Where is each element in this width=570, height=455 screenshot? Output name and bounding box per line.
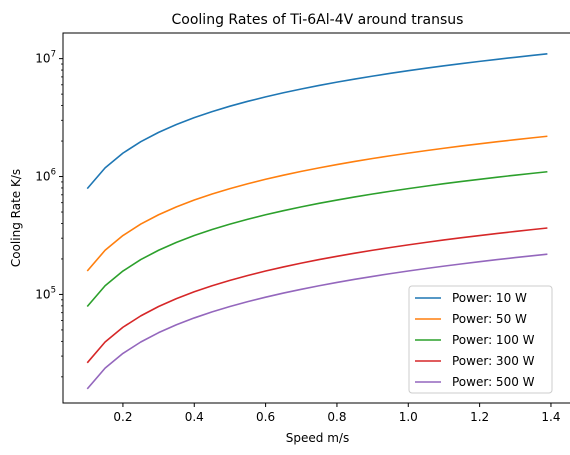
plot-area (62, 32, 570, 404)
x-tick-label: 1.0 (399, 410, 418, 424)
x-axis: 0.2 0.4 0.6 0.8 1.0 1.2 1.4 (113, 403, 561, 424)
y-tick-exponent: 7 (51, 50, 56, 60)
x-tick-label: 0.4 (185, 410, 204, 424)
x-tick-label: 0.8 (327, 410, 346, 424)
y-tick-exponent: 5 (51, 285, 56, 295)
y-tick-base: 10 (35, 287, 50, 301)
x-tick-label: 1.2 (470, 410, 489, 424)
legend-label: Power: 300 W (452, 354, 535, 368)
y-tick-label: 106 (35, 168, 56, 184)
y-tick-label: 105 (35, 285, 56, 301)
x-tick-label: 0.6 (256, 410, 275, 424)
legend-label: Power: 10 W (452, 291, 527, 305)
legend-box (408, 285, 553, 394)
y-tick-base: 10 (35, 52, 50, 66)
y-tick-base: 10 (35, 170, 50, 184)
plot-frame (62, 32, 570, 404)
legend: Power: 10 W Power: 50 W Power: 100 W Power:… (408, 285, 553, 394)
legend-label: Power: 100 W (452, 333, 535, 347)
series-line (86, 135, 548, 272)
series-lines (86, 53, 548, 390)
legend-label: Power: 50 W (452, 312, 527, 326)
y-tick-exponent: 6 (51, 168, 56, 178)
chart-title: Cooling Rates of Ti-6Al-4V around transu… (172, 12, 464, 28)
y-axis-label: Cooling Rate K/s (9, 169, 23, 267)
series-line (86, 253, 548, 390)
y-tick-label: 107 (35, 50, 56, 66)
series-line (86, 227, 548, 364)
x-axis-label: Speed m/s (286, 431, 349, 445)
legend-label: Power: 500 W (452, 375, 535, 389)
x-tick-label: 1.4 (541, 410, 560, 424)
series-line (86, 170, 548, 308)
x-tick-label: 0.2 (113, 410, 132, 424)
series-line (86, 53, 548, 190)
